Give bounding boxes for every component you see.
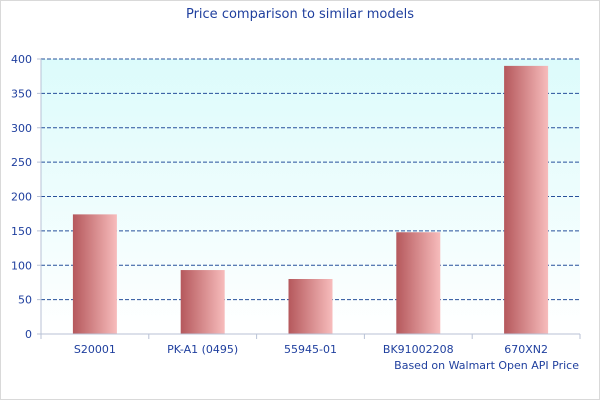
y-tick-label: 150 xyxy=(11,225,32,238)
y-tick-label: 350 xyxy=(11,87,32,100)
x-axis-ticks: S20001 PK-A1 (0495) 55945-01 BK91002208 670X… xyxy=(40,334,581,356)
x-tick-label: 670XN2 xyxy=(504,343,548,356)
bar-pk-a1-0495- xyxy=(180,270,225,334)
bars xyxy=(72,65,549,334)
bar-670xn2 xyxy=(504,65,549,334)
bar-s20001 xyxy=(72,214,117,334)
y-tick-label: 50 xyxy=(18,294,32,307)
x-tick-label: BK91002208 xyxy=(383,343,454,356)
x-tick-label: PK-A1 (0495) xyxy=(167,343,238,356)
x-tick-label: S20001 xyxy=(74,343,116,356)
x-tick-label: 55945-01 xyxy=(284,343,337,356)
axes xyxy=(40,59,580,335)
source-note: Based on Walmart Open API Price xyxy=(394,359,579,372)
y-axis-ticks: 0 50 100 150 200 250 300 350 400 xyxy=(11,53,41,341)
y-tick-label: 300 xyxy=(11,122,32,135)
y-tick-label: 100 xyxy=(11,259,32,272)
y-tick-label: 0 xyxy=(25,328,32,341)
bar-bk91002208 xyxy=(396,232,441,334)
bar-55945-01 xyxy=(288,279,333,334)
y-tick-label: 250 xyxy=(11,156,32,169)
chart-title: Price comparison to similar models xyxy=(186,7,414,22)
y-tick-label: 200 xyxy=(11,191,32,204)
y-tick-label: 400 xyxy=(11,53,32,66)
